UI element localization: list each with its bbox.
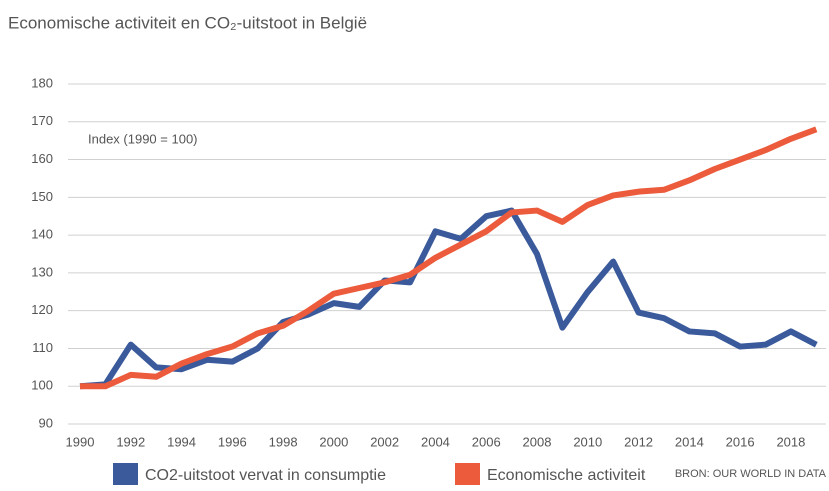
y-tick-label: 100: [31, 378, 53, 393]
y-tick-label: 130: [31, 264, 53, 279]
y-tick-label: 140: [31, 227, 53, 242]
x-tick-label: 1998: [269, 434, 298, 449]
legend-label: Economische activiteit: [487, 467, 646, 484]
legend-label: CO2-uitstoot vervat in consumptie: [145, 467, 386, 484]
x-tick-label: 2018: [776, 434, 805, 449]
x-tick-label: 2010: [573, 434, 602, 449]
x-tick-label: 1996: [218, 434, 247, 449]
x-tick-label: 2008: [523, 434, 552, 449]
x-tick-label: 2002: [370, 434, 399, 449]
legend-swatch: [455, 463, 480, 485]
x-tick-label: 2014: [675, 434, 704, 449]
x-tick-label: 2000: [319, 434, 348, 449]
y-tick-label: 160: [31, 151, 53, 166]
legend-swatch: [113, 463, 138, 485]
x-tick-label: 2004: [421, 434, 450, 449]
y-tick-label: 120: [31, 302, 53, 317]
y-tick-label: 110: [32, 340, 53, 355]
chart-title: Economische activiteit en CO₂-uitstoot i…: [8, 13, 367, 32]
annotation: Index (1990 = 100): [88, 131, 198, 146]
x-tick-label: 2016: [726, 434, 755, 449]
x-tick-label: 1992: [116, 434, 145, 449]
y-tick-label: 90: [39, 415, 53, 430]
y-tick-label: 180: [31, 75, 53, 90]
source: BRON: OUR WORLD IN DATA: [675, 468, 827, 480]
series-line: [79, 207, 818, 390]
x-tick-label: 1994: [167, 434, 196, 449]
y-tick-label: 150: [31, 189, 53, 204]
y-tick-label: 170: [31, 113, 53, 128]
x-tick-label: 2012: [624, 434, 653, 449]
x-tick-label: 1990: [66, 434, 95, 449]
x-tick-label: 2006: [472, 434, 501, 449]
series-line: [79, 126, 818, 390]
